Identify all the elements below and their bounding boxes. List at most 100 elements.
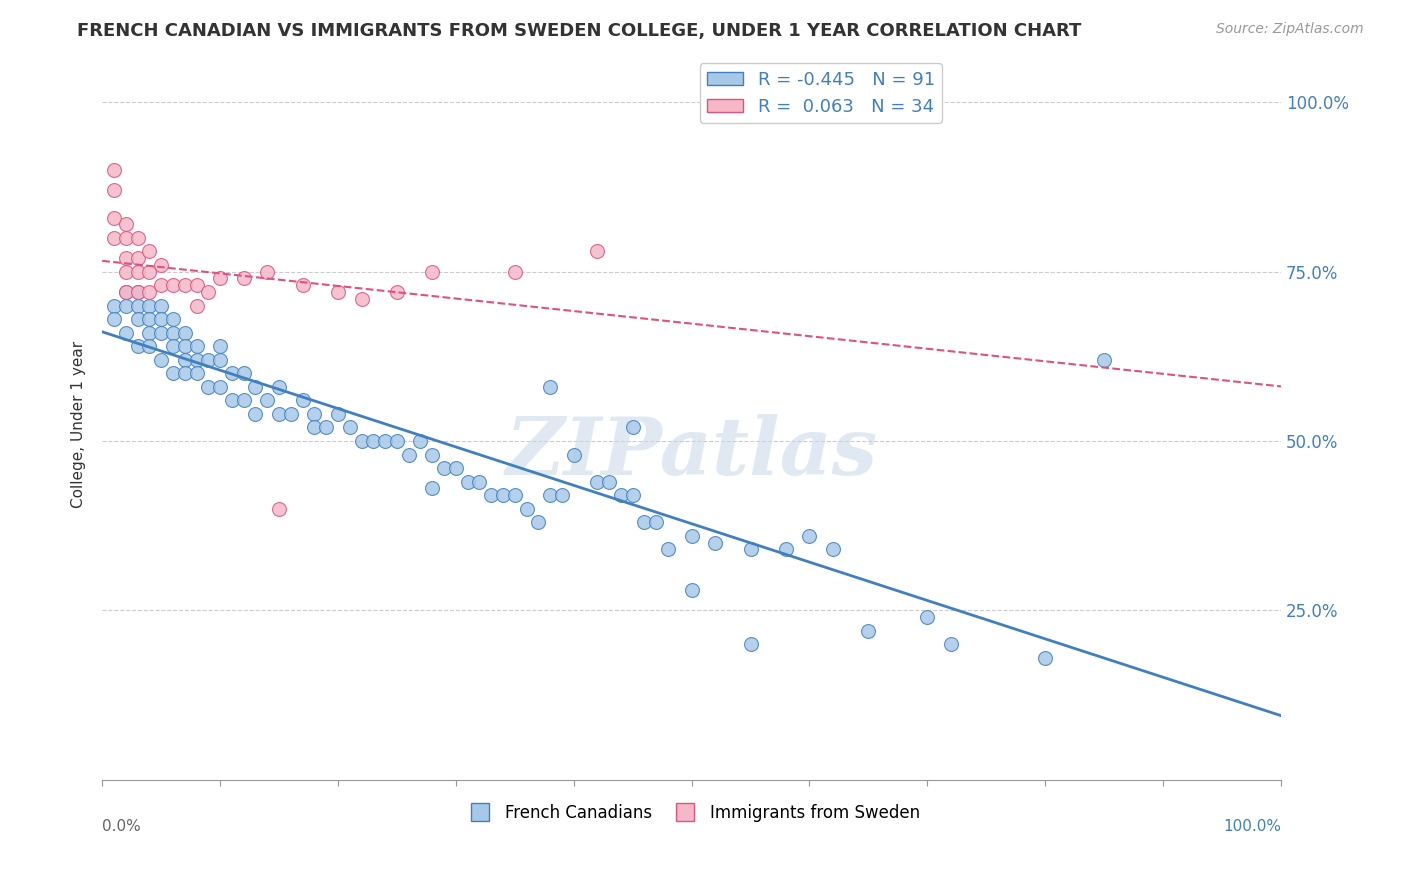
Point <box>114 326 136 340</box>
Point <box>267 501 290 516</box>
Point <box>150 312 173 326</box>
Point <box>127 265 149 279</box>
Point <box>103 231 125 245</box>
Point <box>468 475 491 489</box>
Point <box>315 420 337 434</box>
Point <box>150 299 173 313</box>
Text: 100.0%: 100.0% <box>1223 819 1281 834</box>
Point <box>138 312 160 326</box>
Point <box>256 393 278 408</box>
Point <box>280 407 302 421</box>
Point <box>304 407 326 421</box>
Point <box>232 366 254 380</box>
Point <box>114 217 136 231</box>
Point <box>114 265 136 279</box>
Point <box>740 542 762 557</box>
Point <box>138 265 160 279</box>
Point <box>114 251 136 265</box>
Point <box>209 271 232 285</box>
Point <box>339 420 361 434</box>
Point <box>821 542 844 557</box>
Point <box>538 380 561 394</box>
Point <box>621 420 644 434</box>
Point <box>162 278 184 293</box>
Point <box>245 380 267 394</box>
Point <box>385 434 408 448</box>
Point <box>114 285 136 299</box>
Point <box>209 339 232 353</box>
Point <box>516 501 538 516</box>
Point <box>326 407 349 421</box>
Point <box>479 488 502 502</box>
Point <box>621 488 644 502</box>
Point <box>374 434 396 448</box>
Point <box>586 475 609 489</box>
Point <box>232 393 254 408</box>
Point <box>398 448 420 462</box>
Point <box>173 326 195 340</box>
Point <box>232 271 254 285</box>
Point <box>197 352 219 367</box>
Point <box>1033 650 1056 665</box>
Point <box>103 299 125 313</box>
Point <box>138 339 160 353</box>
Point <box>209 352 232 367</box>
Point <box>538 488 561 502</box>
Point <box>162 312 184 326</box>
Point <box>304 420 326 434</box>
Point <box>775 542 797 557</box>
Point <box>150 352 173 367</box>
Point <box>363 434 385 448</box>
Point <box>409 434 432 448</box>
Point <box>350 292 373 306</box>
Point <box>197 285 219 299</box>
Point <box>610 488 633 502</box>
Text: FRENCH CANADIAN VS IMMIGRANTS FROM SWEDEN COLLEGE, UNDER 1 YEAR CORRELATION CHAR: FRENCH CANADIAN VS IMMIGRANTS FROM SWEDE… <box>77 22 1081 40</box>
Point <box>740 637 762 651</box>
Point <box>444 461 467 475</box>
Point <box>127 251 149 265</box>
Point <box>114 285 136 299</box>
Point <box>420 482 443 496</box>
Point <box>138 244 160 259</box>
Point <box>150 278 173 293</box>
Point <box>385 285 408 299</box>
Point <box>186 278 208 293</box>
Point <box>186 366 208 380</box>
Point <box>114 231 136 245</box>
Point <box>127 285 149 299</box>
Point <box>858 624 880 638</box>
Point <box>256 265 278 279</box>
Point <box>103 163 125 178</box>
Point <box>162 326 184 340</box>
Point <box>103 183 125 197</box>
Point <box>245 407 267 421</box>
Point <box>420 265 443 279</box>
Point <box>186 339 208 353</box>
Point <box>138 299 160 313</box>
Point <box>291 278 314 293</box>
Point <box>103 211 125 225</box>
Point <box>114 299 136 313</box>
Point <box>457 475 479 489</box>
Point <box>503 488 526 502</box>
Text: ZIPatlas: ZIPatlas <box>506 414 877 491</box>
Point <box>433 461 456 475</box>
Point <box>138 285 160 299</box>
Text: 0.0%: 0.0% <box>103 819 141 834</box>
Point <box>586 244 609 259</box>
Point <box>127 339 149 353</box>
Point <box>103 312 125 326</box>
Point <box>127 285 149 299</box>
Point <box>267 407 290 421</box>
Legend: French Canadians, Immigrants from Sweden: French Canadians, Immigrants from Sweden <box>457 797 927 828</box>
Point <box>562 448 585 462</box>
Text: Source: ZipAtlas.com: Source: ZipAtlas.com <box>1216 22 1364 37</box>
Point <box>645 516 668 530</box>
Point <box>162 339 184 353</box>
Point <box>291 393 314 408</box>
Point <box>326 285 349 299</box>
Point <box>127 231 149 245</box>
Point <box>704 535 727 549</box>
Point <box>598 475 620 489</box>
